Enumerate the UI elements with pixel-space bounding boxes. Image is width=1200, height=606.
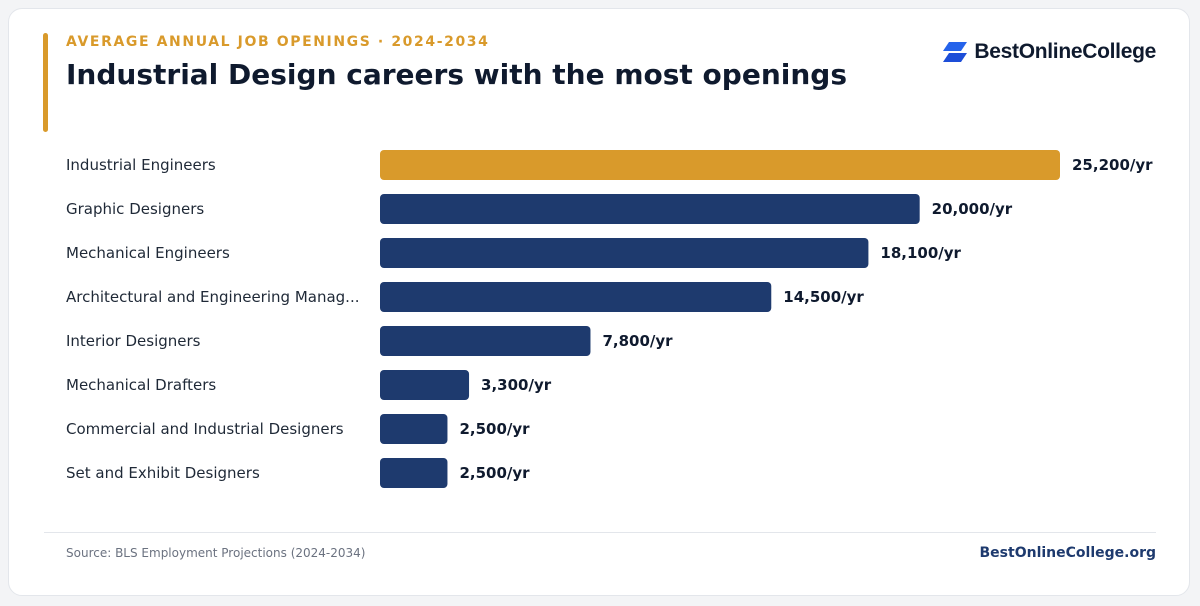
stacked-parallelogram-logo-icon (942, 42, 968, 62)
chart-title: Industrial Design careers with the most … (66, 58, 847, 91)
category-label: Architectural and Engineering Manag... (66, 288, 359, 306)
bar (380, 414, 448, 444)
value-label: 18,100/yr (880, 244, 961, 262)
bar (380, 150, 1060, 180)
bar (380, 194, 920, 224)
value-label: 14,500/yr (783, 288, 864, 306)
value-label: 20,000/yr (932, 200, 1013, 218)
category-label: Mechanical Drafters (66, 376, 216, 394)
bar (380, 238, 869, 268)
source-note: Source: BLS Employment Projections (2024… (66, 546, 366, 560)
bar (380, 326, 591, 356)
bar (380, 458, 448, 488)
brand-logo[interactable]: BestOnlineCollege (942, 40, 1156, 64)
value-label: 3,300/yr (481, 376, 552, 394)
value-label: 7,800/yr (602, 332, 673, 350)
footer-divider (44, 532, 1156, 533)
logo-text: BestOnlineCollege (974, 40, 1156, 63)
category-label: Commercial and Industrial Designers (66, 420, 344, 438)
site-link[interactable]: BestOnlineCollege.org (979, 545, 1156, 561)
value-label: 2,500/yr (459, 420, 530, 438)
category-label: Set and Exhibit Designers (66, 464, 260, 482)
accent-bar (43, 33, 48, 132)
value-label: 25,200/yr (1072, 156, 1153, 174)
category-label: Mechanical Engineers (66, 244, 230, 262)
value-label: 2,500/yr (459, 464, 530, 482)
bar (380, 370, 470, 400)
chart-eyebrow: AVERAGE ANNUAL JOB OPENINGS · 2024-2034 (66, 34, 490, 50)
category-label: Graphic Designers (66, 200, 204, 218)
category-label: Interior Designers (66, 332, 201, 350)
category-label: Industrial Engineers (66, 156, 216, 174)
bar (380, 282, 772, 312)
